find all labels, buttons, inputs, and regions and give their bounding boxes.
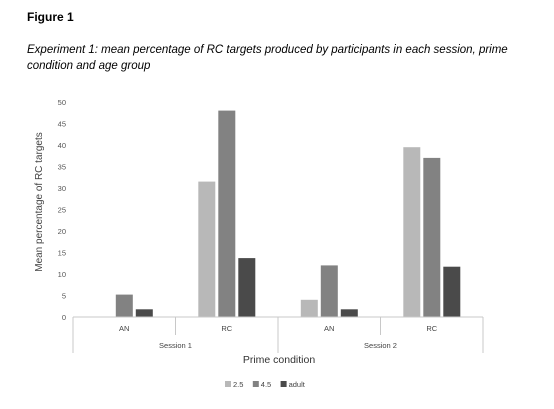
bar-adult-1 bbox=[135, 309, 153, 317]
bar-adult-4 bbox=[443, 266, 461, 317]
x-axis-label: Prime condition bbox=[243, 354, 316, 366]
bar-45-4 bbox=[423, 157, 441, 317]
bar-25-3 bbox=[300, 299, 318, 317]
figure-label: Figure 1 bbox=[27, 10, 74, 24]
y-tick-label: 10 bbox=[58, 270, 66, 279]
y-tick-label: 25 bbox=[58, 206, 66, 215]
legend-swatch-45 bbox=[252, 381, 259, 387]
legend-swatch-adult bbox=[280, 381, 287, 387]
x-axis-group-labels: Session 1 Session 2 bbox=[159, 341, 397, 350]
x-axis bbox=[72, 316, 484, 353]
bar-adult-3 bbox=[340, 309, 358, 317]
bar-45-3 bbox=[320, 265, 338, 317]
bars bbox=[115, 110, 461, 317]
figure-caption: Experiment 1: mean percentage of RC targ… bbox=[27, 44, 508, 72]
y-tick-label: 40 bbox=[58, 141, 66, 150]
y-tick-label: 50 bbox=[58, 98, 66, 107]
x-tick-label: AN bbox=[119, 324, 129, 333]
y-tick-label: 35 bbox=[58, 163, 66, 172]
bar-25-2 bbox=[198, 181, 216, 317]
x-axis-category-labels: AN RC AN RC bbox=[119, 324, 438, 333]
bar-25-4 bbox=[403, 147, 421, 317]
legend-swatch-25 bbox=[225, 381, 231, 387]
y-axis-ticks: 0 5 10 15 20 25 30 35 40 45 50 bbox=[58, 98, 66, 322]
y-axis-label: Mean percentage of RC targets bbox=[34, 132, 45, 272]
legend-label: 4.5 bbox=[261, 380, 271, 389]
x-tick-label: RC bbox=[426, 324, 437, 333]
y-tick-label: 5 bbox=[62, 292, 66, 301]
y-tick-label: 0 bbox=[62, 313, 66, 322]
legend: 2.5 4.5 adult bbox=[225, 380, 306, 389]
y-tick-label: 30 bbox=[58, 184, 66, 193]
x-tick-label: AN bbox=[324, 324, 334, 333]
y-tick-label: 45 bbox=[58, 120, 66, 129]
y-tick-label: 15 bbox=[58, 249, 66, 258]
bar-45-1 bbox=[115, 294, 133, 317]
bar-45-2 bbox=[218, 110, 236, 317]
x-group-label: Session 1 bbox=[159, 341, 192, 350]
bar-adult-2 bbox=[238, 258, 256, 317]
legend-label: 2.5 bbox=[233, 380, 243, 389]
x-group-label: Session 2 bbox=[364, 341, 397, 350]
legend-label: adult bbox=[289, 380, 306, 389]
y-tick-label: 20 bbox=[58, 227, 66, 236]
x-tick-label: RC bbox=[221, 324, 232, 333]
